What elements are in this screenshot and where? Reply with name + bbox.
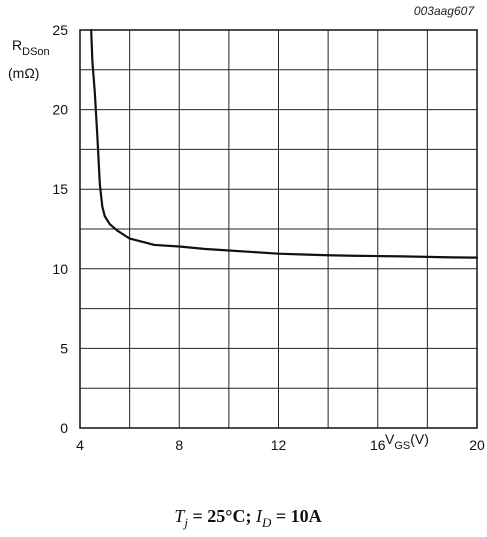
plot-frame xyxy=(79,29,478,429)
y-axis-label-sub: DSon xyxy=(22,46,50,58)
series-layer xyxy=(90,28,479,259)
figure-id: 003aag607 xyxy=(414,4,475,18)
id-symbol: I xyxy=(255,506,263,526)
grid xyxy=(79,29,478,429)
y-tick-label: 10 xyxy=(52,261,68,277)
rdson-curve xyxy=(90,28,479,259)
x-axis-label: VGS(V) xyxy=(385,431,429,452)
x-axis-label-main: V xyxy=(385,431,395,447)
y-axis-label: RDSon xyxy=(12,37,50,58)
tj-value-prefix: = xyxy=(188,506,207,526)
tj-symbol: T xyxy=(174,506,186,526)
y-tick-label: 20 xyxy=(52,102,68,118)
x-axis-label-unit: (V) xyxy=(410,431,429,447)
tick-labels: 4 8 12 16 20 0 5 10 15 20 25 xyxy=(52,22,485,453)
y-tick-label: 25 xyxy=(52,22,68,38)
test-conditions: Tj = 25°C; ID = 10A xyxy=(174,506,321,530)
plot-border xyxy=(79,29,478,429)
tj-value: 25°C; xyxy=(207,506,251,526)
id-subscript: D xyxy=(261,515,272,530)
y-tick-label: 15 xyxy=(52,181,68,197)
tj-subscript: j xyxy=(182,515,188,530)
y-tick-label: 0 xyxy=(60,420,68,436)
x-axis-label-sub: GS xyxy=(394,440,410,452)
x-tick-label: 4 xyxy=(76,437,84,453)
id-value: 10A xyxy=(291,506,322,526)
id-value-prefix: = xyxy=(271,506,290,526)
x-tick-label: 12 xyxy=(271,437,287,453)
y-tick-label: 5 xyxy=(60,340,68,356)
x-tick-label: 16 xyxy=(370,437,386,453)
y-axis-unit: (mΩ) xyxy=(8,65,39,81)
x-tick-label: 20 xyxy=(469,437,485,453)
x-tick-label: 8 xyxy=(175,437,183,453)
y-axis-label-main: R xyxy=(12,37,22,53)
